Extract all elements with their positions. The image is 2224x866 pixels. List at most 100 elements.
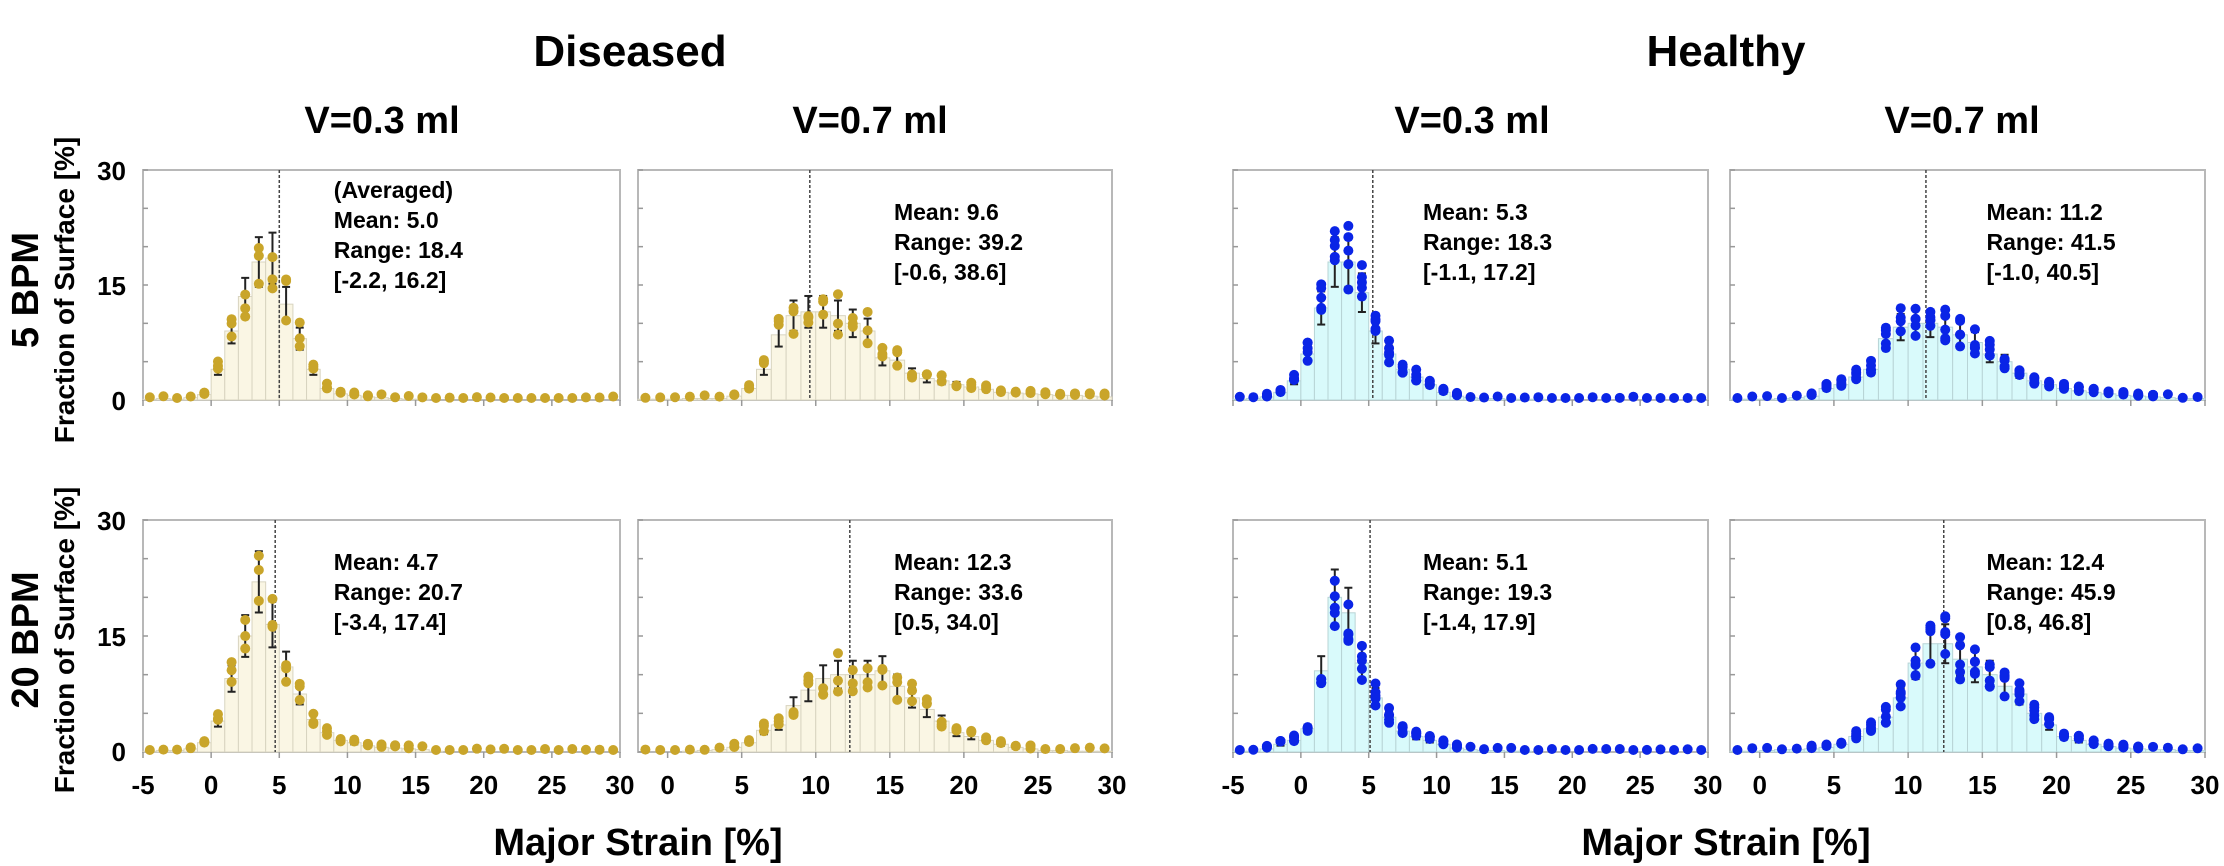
sample-dot: [226, 676, 237, 687]
column-title-healthy-0.7: V=0.7 ml: [1884, 100, 2039, 142]
sample-dot: [714, 742, 725, 753]
y-tick-label: 0: [112, 386, 126, 416]
sample-dot: [1940, 333, 1951, 344]
sample-dot: [1895, 679, 1906, 690]
sample-dot: [1969, 348, 1980, 359]
sample-dot: [1289, 735, 1300, 746]
stats-annotation: Range: 39.2: [894, 229, 1023, 255]
stats-annotation: (Averaged): [334, 177, 453, 203]
sample-dot: [1040, 744, 1051, 755]
sample-dot: [485, 744, 496, 755]
sample-dot: [2088, 738, 2099, 749]
x-tick-label: -5: [1221, 770, 1244, 800]
sample-dot: [1940, 648, 1951, 659]
sample-dot: [2073, 730, 2084, 741]
panel-diseased-5bpm-0.3: (Averaged) Mean: 5.0 Range: 18.4 [-2.2, 16.…: [142, 169, 621, 406]
sample-dot: [2029, 378, 2040, 389]
sample-dot: [1261, 742, 1272, 753]
sample-dot: [376, 739, 387, 750]
sample-dot: [1084, 742, 1095, 753]
sample-dot: [714, 391, 725, 402]
sample-dot: [1614, 744, 1625, 755]
sample-dot: [1836, 738, 1847, 749]
sample-dot: [1384, 710, 1395, 721]
sample-dot: [281, 274, 292, 285]
sample-dot: [417, 392, 428, 403]
sample-dot: [540, 393, 551, 403]
sample-dot: [1370, 325, 1381, 336]
sample-dot: [1969, 324, 1980, 335]
x-axis-label-diseased: Major Strain [%]: [493, 822, 782, 864]
sample-dot: [1316, 304, 1327, 315]
sample-dot: [226, 331, 237, 342]
sample-dot: [1628, 391, 1639, 402]
sample-dot: [1397, 721, 1408, 732]
sample-dot: [1099, 389, 1110, 400]
sample-dot: [1910, 313, 1921, 324]
panel-healthy-20bpm-0.3: -5 0 5 10 15 20 25 30 Mean: 5.1 Range: 19.3 [-1.4,…: [1221, 519, 1722, 800]
sample-dot: [2044, 718, 2055, 729]
sample-dot: [951, 380, 962, 391]
sample-dot: [1069, 743, 1080, 754]
sample-dot: [1641, 744, 1652, 755]
sample-dot: [212, 363, 223, 374]
sample-dot: [832, 318, 843, 329]
sample-dot: [1791, 743, 1802, 754]
y-tick-label: 0: [112, 737, 126, 767]
stats-annotation: [-0.6, 38.6]: [894, 259, 1007, 285]
group-title-healthy: Healthy: [1647, 27, 1806, 76]
sample-dot: [981, 382, 992, 393]
sample-dot: [1940, 310, 1951, 321]
sample-dot: [1895, 303, 1906, 314]
sample-dot: [788, 709, 799, 720]
sample-dot: [1384, 717, 1395, 728]
sample-dot: [1655, 744, 1666, 755]
sample-dot: [892, 672, 903, 683]
sample-dot: [936, 370, 947, 381]
sample-dot: [1506, 742, 1517, 753]
sample-dot: [267, 619, 278, 630]
sample-dot: [2029, 714, 2040, 725]
sample-dot: [172, 744, 183, 755]
sample-dot: [444, 745, 455, 755]
sample-dot: [1411, 375, 1422, 386]
stats-annotation: [-1.4, 17.9]: [1423, 609, 1536, 635]
sample-dot: [1492, 391, 1503, 402]
x-tick-label: 15: [1490, 770, 1519, 800]
sample-dot: [832, 686, 843, 697]
sample-dot: [2118, 387, 2129, 398]
sample-dot: [1836, 379, 1847, 390]
sample-dot: [1261, 391, 1272, 402]
sample-dot: [1560, 393, 1571, 403]
sample-dot: [1925, 658, 1936, 669]
sample-dot: [862, 677, 873, 688]
sample-dot: [847, 686, 858, 697]
sample-dot: [1880, 329, 1891, 340]
sample-dot: [995, 385, 1006, 396]
sample-dot: [2162, 389, 2173, 400]
sample-dot: [1025, 388, 1036, 399]
sample-dot: [773, 319, 784, 330]
sample-dot: [877, 351, 888, 362]
x-tick-label: 15: [875, 770, 904, 800]
sample-dot: [2088, 387, 2099, 398]
sample-dot: [1356, 260, 1367, 271]
sample-dot: [253, 595, 264, 606]
sample-dot: [1343, 284, 1354, 295]
sample-dot: [1984, 659, 1995, 670]
stats-annotation: [-2.2, 16.2]: [334, 267, 447, 293]
sample-dot: [1895, 316, 1906, 327]
sample-dot: [1821, 382, 1832, 393]
sample-dot: [212, 713, 223, 724]
x-tick-label: 20: [1558, 770, 1587, 800]
sample-dot: [390, 392, 401, 403]
sample-dot: [580, 744, 591, 755]
y-tick-label: 15: [97, 271, 126, 301]
sample-dot: [2058, 378, 2069, 389]
sample-dot: [1424, 375, 1435, 386]
sample-dot: [2073, 381, 2084, 392]
sample-dot: [403, 390, 414, 401]
sample-dot: [1762, 742, 1773, 753]
sample-dot: [1343, 599, 1354, 610]
